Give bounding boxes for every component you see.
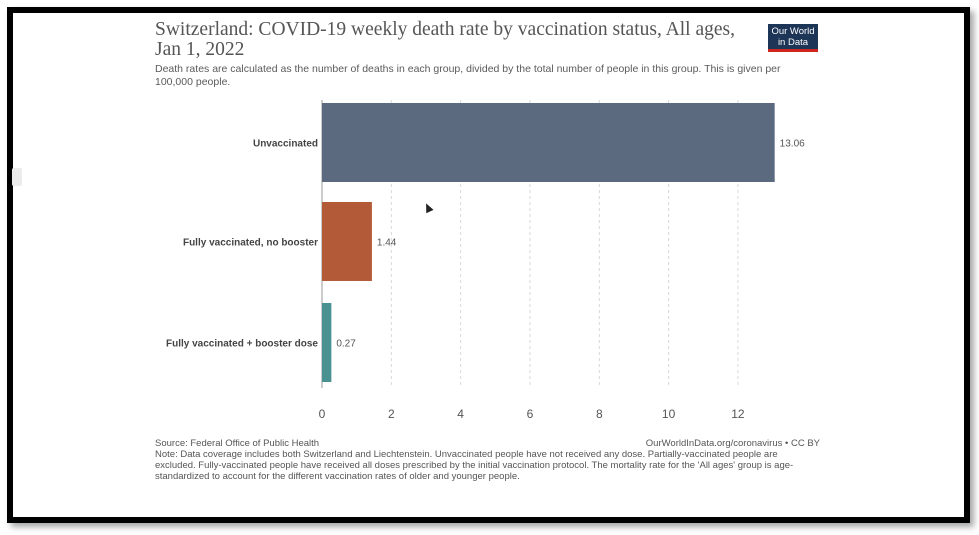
value-label: 13.06 bbox=[780, 139, 805, 150]
category-label: Fully vaccinated, no booster bbox=[183, 238, 318, 249]
x-tick-label: 4 bbox=[457, 407, 464, 421]
x-tick-label: 10 bbox=[662, 407, 676, 421]
source-text: Source: Federal Office of Public Health bbox=[155, 438, 320, 449]
x-tick-label: 0 bbox=[319, 407, 326, 421]
note-text: Note: Data coverage includes both Switze… bbox=[155, 449, 794, 482]
owid-logo[interactable]: Our World in Data bbox=[768, 24, 818, 52]
x-tick-label: 2 bbox=[388, 407, 395, 421]
logo-line-2: in Data bbox=[777, 37, 809, 48]
x-tick-label: 8 bbox=[596, 407, 603, 421]
category-label: Unvaccinated bbox=[253, 139, 318, 150]
chart-title: Switzerland: COVID-19 weekly death rate … bbox=[155, 19, 735, 60]
bar bbox=[322, 303, 332, 382]
x-tick-label: 12 bbox=[731, 407, 745, 421]
scroll-handle[interactable] bbox=[12, 168, 22, 186]
chart-subtitle: Death rates are calculated as the number… bbox=[155, 63, 781, 88]
window-frame bbox=[7, 7, 970, 523]
bar bbox=[322, 202, 372, 281]
value-label: 1.44 bbox=[377, 238, 397, 249]
source-link[interactable]: OurWorldInData.org/coronavirus • CC BY bbox=[645, 438, 820, 449]
chart-footer: Source: Federal Office of Public Health … bbox=[155, 438, 820, 482]
x-tick-label: 6 bbox=[527, 407, 534, 421]
category-label: Fully vaccinated + booster dose bbox=[166, 339, 318, 350]
value-label: 0.27 bbox=[336, 339, 356, 350]
bar bbox=[322, 103, 775, 182]
logo-line-1: Our World bbox=[771, 26, 815, 37]
